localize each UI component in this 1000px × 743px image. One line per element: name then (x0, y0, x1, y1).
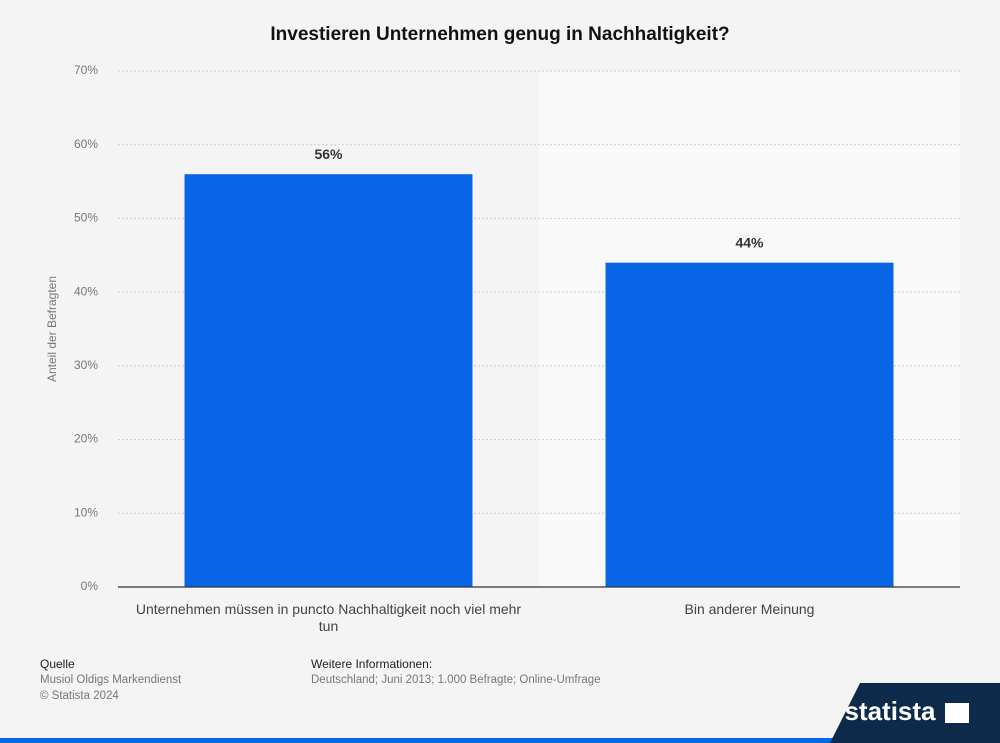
y-tick-label: 60% (74, 137, 98, 151)
source-title: Quelle (40, 657, 75, 671)
bottom-strip (0, 738, 1000, 743)
y-tick-label: 10% (74, 505, 98, 519)
value-label: 44% (735, 234, 764, 250)
logo: statista (844, 696, 936, 726)
y-tick-label: 20% (74, 432, 98, 446)
source-line: © Statista 2024 (40, 690, 119, 702)
y-axis-title: Anteil der Befragten (45, 276, 59, 382)
x-tick-label: Bin anderer Meinung (684, 601, 815, 617)
source: Quelle Musiol Oldigs Markendienst © Stat… (40, 656, 181, 704)
logo-bg (830, 683, 1000, 743)
info-title: Weitere Informationen: (311, 657, 433, 671)
value-label: 56% (314, 146, 343, 162)
y-tick-label: 40% (74, 284, 98, 298)
source-line: Musiol Oldigs Markendienst (40, 674, 182, 686)
logo-icon (945, 703, 969, 723)
x-tick-label: Unternehmen müssen in puncto Nachhaltigk… (135, 601, 522, 634)
info-text: Deutschland; Juni 2013; 1.000 Befragte; … (311, 674, 601, 686)
chart-title: Investieren Unternehmen genug in Nachhal… (270, 24, 729, 45)
bar (605, 262, 894, 587)
bar (184, 174, 473, 587)
y-tick-label: 0% (81, 579, 99, 593)
y-tick-label: 70% (74, 63, 98, 77)
y-tick-label: 50% (74, 211, 98, 225)
y-tick-label: 30% (74, 358, 98, 372)
info: Weitere Informationen: Deutschland; Juni… (311, 656, 601, 688)
